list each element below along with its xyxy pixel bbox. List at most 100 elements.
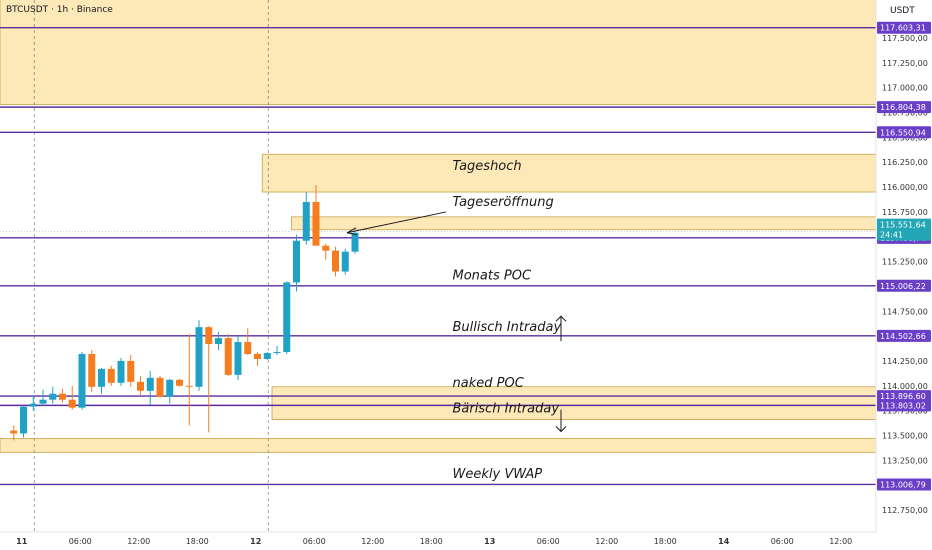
time-tick-label: 12 xyxy=(250,537,261,546)
annotation-label: Weekly VWAP xyxy=(453,467,543,482)
level-price-tag-text: 113.006,79 xyxy=(880,480,926,489)
candle-body[interactable] xyxy=(10,430,18,434)
current-price-tag-text: 115.551,64 xyxy=(880,221,926,230)
candle-body[interactable] xyxy=(302,201,310,241)
candle-body[interactable] xyxy=(29,403,37,407)
candle-body[interactable] xyxy=(39,399,47,404)
up-arrow-head xyxy=(555,315,567,322)
price-tick-label: 116.250,00 xyxy=(882,158,928,167)
price-tick-label: 114.000,00 xyxy=(882,382,928,391)
time-tick-label: 06:00 xyxy=(537,537,560,546)
candle-body[interactable] xyxy=(322,245,330,251)
time-tick-label: 12:00 xyxy=(829,537,852,546)
level-price-tag-text: 116.804,38 xyxy=(880,103,926,112)
price-tick-label: 114.750,00 xyxy=(882,307,928,316)
candle-countdown: 24:41 xyxy=(880,231,903,240)
level-price-tag-text: 113.896,60 xyxy=(880,392,926,401)
price-tick-label: 117.000,00 xyxy=(882,84,928,93)
tageseroeffnung-arrow xyxy=(346,211,447,234)
time-tick-label: 11 xyxy=(16,537,28,546)
candle-body[interactable] xyxy=(215,338,222,345)
price-tick-label: 117.250,00 xyxy=(882,59,928,68)
candle-body[interactable] xyxy=(254,353,261,359)
arrows-layer xyxy=(346,211,567,433)
candle-body[interactable] xyxy=(166,379,174,397)
price-tick-label: 112.750,00 xyxy=(882,506,928,515)
level-price-tag xyxy=(877,478,931,491)
zones-layer xyxy=(0,0,877,453)
level-price-tag xyxy=(877,390,931,403)
level-price-tag-text: 115.006,22 xyxy=(880,282,926,291)
time-tick-label: 18:00 xyxy=(186,537,209,546)
candle-body[interactable] xyxy=(273,352,281,354)
candle-body[interactable] xyxy=(137,381,144,391)
annotation-label: Bullisch Intraday xyxy=(453,320,562,335)
candle-body[interactable] xyxy=(293,240,300,283)
down-arrow-head xyxy=(555,426,567,433)
annotation-label: Tageshoch xyxy=(453,159,522,174)
currency-label[interactable]: USDT xyxy=(890,6,915,16)
candle-body[interactable] xyxy=(156,377,164,397)
candle-body[interactable] xyxy=(244,342,252,354)
annotation-label: Bärisch Intraday xyxy=(453,402,560,417)
price-tick-label: 117.500,00 xyxy=(882,34,928,43)
candle-body[interactable] xyxy=(351,232,359,252)
price-tick-label: 115.750,00 xyxy=(882,208,928,217)
current-price-tag xyxy=(877,218,931,241)
price-tags-layer: 117.603,31116.804,38116.550,94115.488,74… xyxy=(877,21,931,491)
time-axis[interactable]: 11 06:00 12:00 18:00 12 06:00 12:00 18:00 13 06:0… xyxy=(16,537,852,546)
time-tick-label: 06:00 xyxy=(771,537,794,546)
time-tick-label: 06:00 xyxy=(69,537,92,546)
candle-body[interactable] xyxy=(117,360,125,383)
candle-body[interactable] xyxy=(283,282,291,353)
level-price-tag xyxy=(877,21,931,34)
time-tick-label: 12:00 xyxy=(595,537,618,546)
candle-body[interactable] xyxy=(59,393,66,400)
annotations-layer: Tageshoch Tageseröffnung Monats POC Bullisc… xyxy=(453,159,562,482)
zone-rect xyxy=(291,216,877,231)
candle-body[interactable] xyxy=(78,353,86,408)
candles-layer xyxy=(10,185,359,441)
candle-body[interactable] xyxy=(20,406,27,434)
zone-rect xyxy=(261,153,877,193)
time-tick-label: 12:00 xyxy=(361,537,384,546)
time-tick-label: 12:00 xyxy=(127,537,150,546)
candle-body[interactable] xyxy=(98,368,105,387)
level-price-tag xyxy=(877,279,931,292)
candle-body[interactable] xyxy=(263,352,271,359)
symbol-title: BTCUSDT · 1h · Binance xyxy=(6,5,113,15)
candle-body[interactable] xyxy=(341,251,349,272)
price-tick-label: 115.250,00 xyxy=(882,258,928,267)
candle-body[interactable] xyxy=(107,368,115,383)
candle-body[interactable] xyxy=(185,385,193,387)
time-tick-label: 13 xyxy=(484,537,495,546)
time-tick-label: 18:00 xyxy=(420,537,443,546)
candle-body[interactable] xyxy=(205,327,213,345)
zone-rect xyxy=(0,438,877,453)
arrow-head xyxy=(346,227,358,236)
annotation-label: Monats POC xyxy=(453,268,532,283)
price-tick-label: 113.500,00 xyxy=(882,431,928,440)
candle-body[interactable] xyxy=(127,360,135,382)
day-separators-layer xyxy=(33,0,269,532)
candle-body[interactable] xyxy=(332,250,339,272)
price-tick-label: 114.250,00 xyxy=(882,357,928,366)
level-price-tag-text: 116.550,94 xyxy=(880,128,926,137)
candle-body[interactable] xyxy=(195,327,203,387)
zone-rect xyxy=(0,0,877,105)
time-tick-label: 06:00 xyxy=(303,537,326,546)
candle-body[interactable] xyxy=(49,393,57,400)
candle-body[interactable] xyxy=(146,377,154,391)
level-price-tag xyxy=(877,126,931,139)
candle-body[interactable] xyxy=(176,379,183,386)
price-tick-label: 116.000,00 xyxy=(882,183,928,192)
candle-body[interactable] xyxy=(224,338,232,375)
candle-body[interactable] xyxy=(88,353,96,387)
candle-body[interactable] xyxy=(312,201,320,246)
zone-rect xyxy=(271,386,877,420)
candle-body[interactable] xyxy=(68,399,76,408)
annotation-label: Tageseröffnung xyxy=(453,195,554,210)
level-price-tag-text: 114.502,66 xyxy=(880,332,926,341)
candle-body[interactable] xyxy=(234,342,242,375)
